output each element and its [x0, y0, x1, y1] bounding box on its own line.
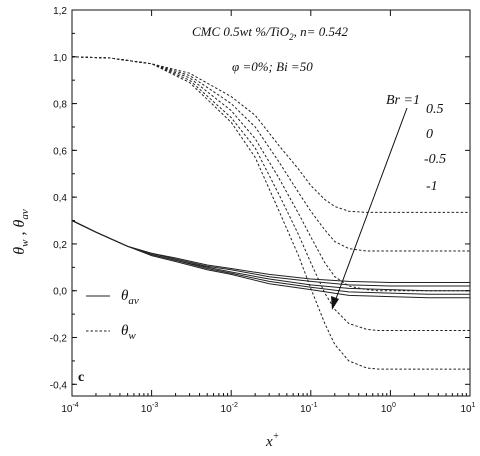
x-tick-label: 10-1: [300, 402, 317, 415]
series-line-theta_av-br-m1: [71, 220, 470, 299]
series-line-theta_av-br-0: [71, 220, 470, 292]
series-line-theta_w-br-0p5: [71, 56, 470, 252]
y-tick-label: 1,2: [53, 6, 67, 17]
y-tick-label: 0,6: [53, 146, 67, 157]
y-tick-label: 0,4: [53, 193, 67, 204]
y-tick-label: 1,0: [53, 53, 67, 64]
br-label: -0.5: [424, 152, 446, 167]
y-tick-label: -0,4: [50, 380, 68, 391]
x-tick-label: 10-2: [221, 402, 238, 415]
panel-label: c: [78, 370, 84, 385]
br-label: -1: [426, 179, 438, 194]
y-tick-label: 0,8: [53, 100, 67, 111]
y-axis-label: θw , θav: [11, 209, 31, 255]
br-label: Br =1: [386, 93, 420, 108]
plot-frame: [71, 9, 471, 397]
x-tick-label: 10-3: [141, 402, 158, 415]
x-axis-label: x+: [265, 431, 279, 450]
br-trend-arrow: [333, 107, 408, 305]
br-label: 0.5: [426, 102, 444, 117]
ticks-layer: -0,4 -0,2 0,0 0,2 0,4 0,6 0,8 1,0 1,2 10-4 10-3 10-…: [50, 6, 476, 415]
y-tick-label: 0,0: [53, 287, 67, 298]
legend: θav θw: [86, 288, 139, 342]
y-tick-label: -0,2: [50, 334, 68, 345]
series-layer: [71, 56, 470, 370]
br-label: 0: [426, 127, 433, 142]
annotation-parameters: φ =0%; Bi =50: [232, 59, 313, 74]
series-line-theta_w-br-0: [71, 56, 470, 292]
annotation-fluid: CMC 0.5wt %/TiO2, n= 0.542: [192, 24, 348, 42]
x-tick-label: 100: [381, 402, 396, 415]
series-line-theta_w-br-m0p5: [71, 56, 470, 331]
y-tick-label: 0,2: [53, 240, 67, 251]
series-line-theta_w-br-m1: [71, 56, 470, 370]
x-tick-label: 10-4: [61, 402, 78, 415]
plot-border: [71, 9, 471, 397]
legend-label: θav: [121, 288, 139, 307]
series-line-theta_w-br-1: [71, 56, 470, 213]
legend-label: θw: [121, 323, 136, 342]
series-line-theta_av-br-0p5: [71, 220, 470, 287]
series-line-theta_av-br-m0p5: [71, 220, 470, 295]
arrowhead-icon: [331, 296, 339, 310]
x-tick-label: 101: [460, 402, 475, 415]
